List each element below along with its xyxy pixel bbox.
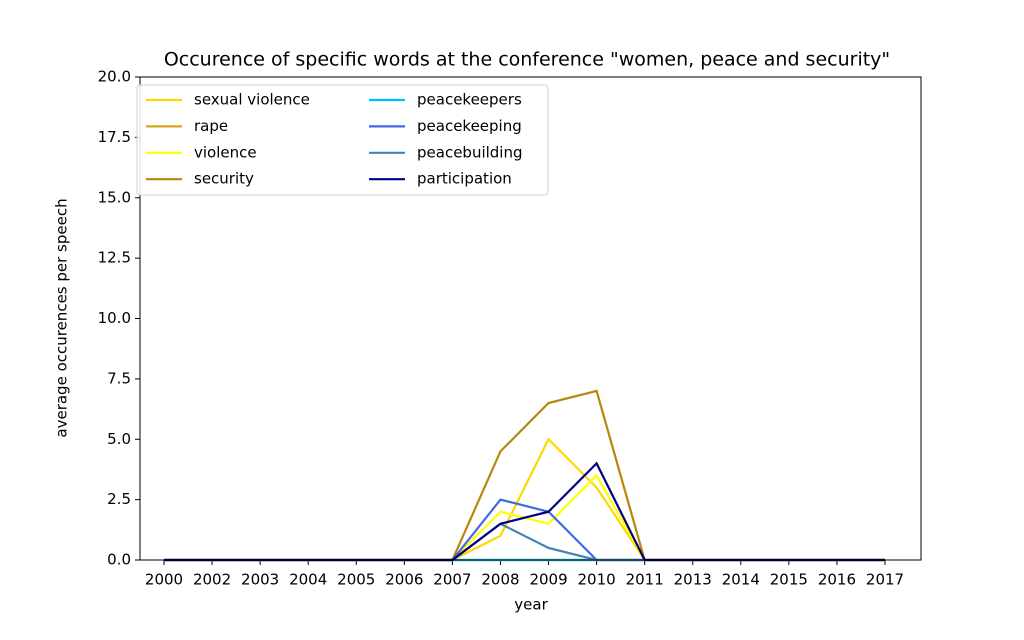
- x-tick-label: 2014: [722, 571, 760, 589]
- y-tick-label: 0.0: [107, 551, 131, 569]
- series-line: [164, 461, 885, 562]
- x-tick-label: 2008: [481, 571, 519, 589]
- x-tick-label: 2004: [289, 571, 327, 589]
- x-tick-label: 2013: [674, 571, 712, 589]
- x-tick-label: 2011: [626, 571, 664, 589]
- series-line: [164, 522, 885, 562]
- y-tick-label: 2.5: [107, 490, 131, 508]
- y-tick-label: 5.0: [107, 430, 131, 448]
- series-line: [164, 437, 885, 562]
- y-tick-label: 15.0: [98, 188, 131, 206]
- x-tick-label: 2016: [818, 571, 856, 589]
- legend-label: violence: [194, 143, 257, 161]
- x-tick-label: 2006: [385, 571, 423, 589]
- legend-label: peacebuilding: [417, 143, 523, 161]
- legend-label: sexual violence: [194, 91, 310, 109]
- x-tick-label: 2017: [866, 571, 904, 589]
- legend-label: participation: [417, 170, 512, 188]
- x-tick-label: 2007: [433, 571, 471, 589]
- legend-label: peacekeepers: [417, 91, 522, 109]
- y-tick-label: 12.5: [98, 249, 131, 267]
- y-tick-label: 17.5: [98, 128, 131, 146]
- chart-title: Occurence of specific words at the confe…: [164, 49, 890, 71]
- x-tick-label: 2003: [241, 571, 279, 589]
- legend-label: peacekeeping: [417, 117, 522, 135]
- x-tick-label: 2002: [193, 571, 231, 589]
- plot-frame: [139, 76, 922, 561]
- legend-label: security: [194, 170, 254, 188]
- x-axis-label: year: [514, 596, 548, 614]
- x-tick-label: 2010: [578, 571, 616, 589]
- y-tick-label: 20.0: [98, 68, 131, 86]
- legend: sexual violence rape violence security peace…: [136, 84, 549, 196]
- y-axis-label: average occurences per speech: [53, 198, 71, 437]
- x-tick-label: 2005: [337, 571, 375, 589]
- x-tick-label: 2000: [145, 571, 183, 589]
- y-tick-label: 10.0: [98, 309, 131, 327]
- x-tick-label: 2009: [529, 571, 567, 589]
- series-line: [164, 498, 885, 562]
- legend-box: [136, 84, 549, 196]
- x-tick-label: 2015: [770, 571, 808, 589]
- legend-label: rape: [194, 117, 228, 135]
- y-tick-label: 7.5: [107, 369, 131, 387]
